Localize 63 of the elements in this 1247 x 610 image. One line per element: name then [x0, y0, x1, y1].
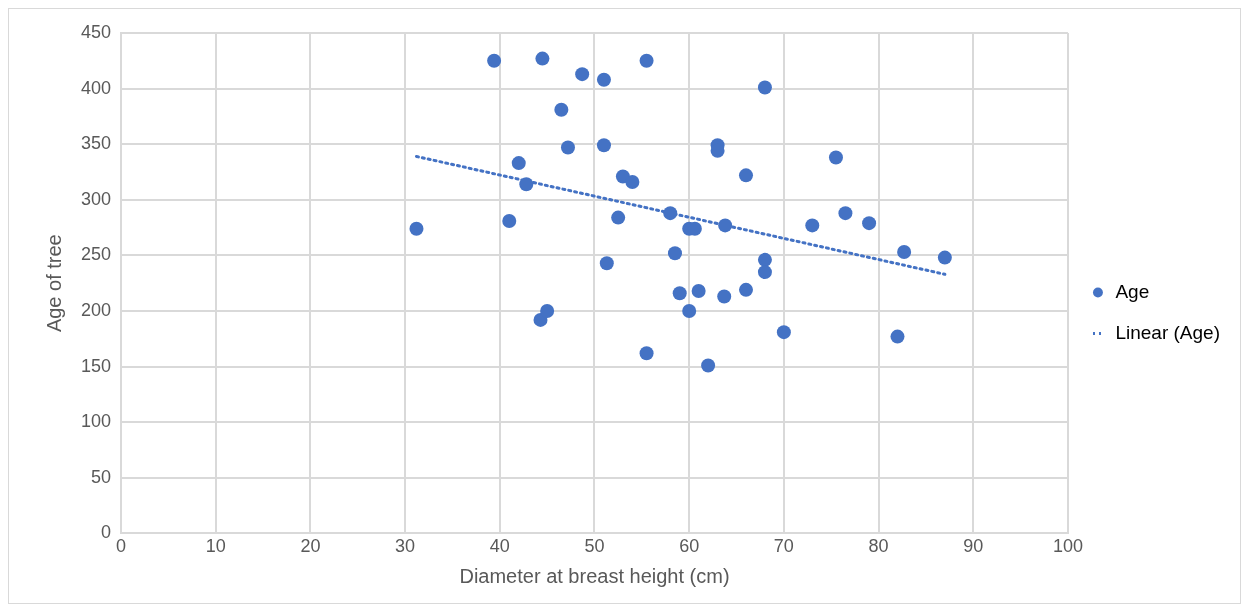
point	[535, 51, 550, 66]
point	[776, 325, 791, 340]
point	[890, 329, 905, 344]
point	[701, 358, 716, 373]
y-tick-label: 200	[80, 299, 112, 320]
point	[502, 213, 517, 228]
point	[663, 206, 678, 221]
y-tick-label: 300	[80, 188, 112, 209]
point	[575, 67, 590, 82]
point	[409, 221, 424, 236]
point	[554, 102, 569, 117]
x-tick-label: 20	[300, 536, 321, 557]
point	[599, 256, 614, 271]
x-axis-title: Diameter at breast height (cm)	[459, 564, 730, 587]
y-tick-label: 100	[80, 411, 112, 432]
point	[611, 210, 626, 225]
y-tick-label: 50	[91, 466, 112, 487]
x-tick-label: 30	[395, 536, 416, 557]
x-tick-label: 70	[773, 536, 794, 557]
y-tick-label: 250	[80, 244, 112, 265]
x-tick-label: 50	[584, 536, 605, 557]
point	[682, 304, 697, 318]
point	[937, 250, 952, 265]
point	[511, 156, 526, 171]
point	[838, 206, 853, 221]
x-tick-label: 90	[963, 536, 984, 557]
x-tick-label: 0	[116, 536, 127, 557]
legend-label: Age	[1115, 280, 1150, 302]
point	[897, 245, 912, 260]
y-tick-label: 150	[80, 355, 112, 376]
y-axis-title: Age of tree	[42, 234, 65, 333]
point	[540, 304, 555, 318]
point	[805, 218, 820, 233]
point	[738, 282, 753, 297]
point	[519, 177, 534, 192]
y-tick-label: 450	[80, 21, 112, 42]
point	[718, 218, 733, 233]
y-tick-label: 400	[80, 77, 112, 98]
x-tick-label: 10	[205, 536, 226, 557]
point	[862, 216, 877, 231]
point	[625, 175, 640, 190]
y-tick-label: 350	[80, 133, 112, 154]
point	[596, 72, 611, 87]
point	[667, 246, 682, 261]
point	[717, 289, 732, 304]
point	[596, 138, 611, 153]
point	[560, 140, 575, 155]
x-tick-label: 100	[1052, 536, 1083, 557]
point	[691, 283, 706, 298]
point	[639, 346, 654, 361]
y-tick-label: 0	[101, 522, 112, 543]
point	[828, 150, 843, 165]
point	[487, 53, 502, 68]
legend-label: Linear (Age)	[1115, 321, 1221, 343]
point	[738, 168, 753, 183]
point	[757, 265, 772, 280]
x-tick-label: 40	[489, 536, 510, 557]
point	[757, 252, 772, 267]
point	[672, 286, 687, 301]
x-tick-label: 60	[679, 536, 700, 557]
point	[757, 80, 772, 95]
x-tick-label: 80	[868, 536, 889, 557]
point	[639, 53, 654, 68]
